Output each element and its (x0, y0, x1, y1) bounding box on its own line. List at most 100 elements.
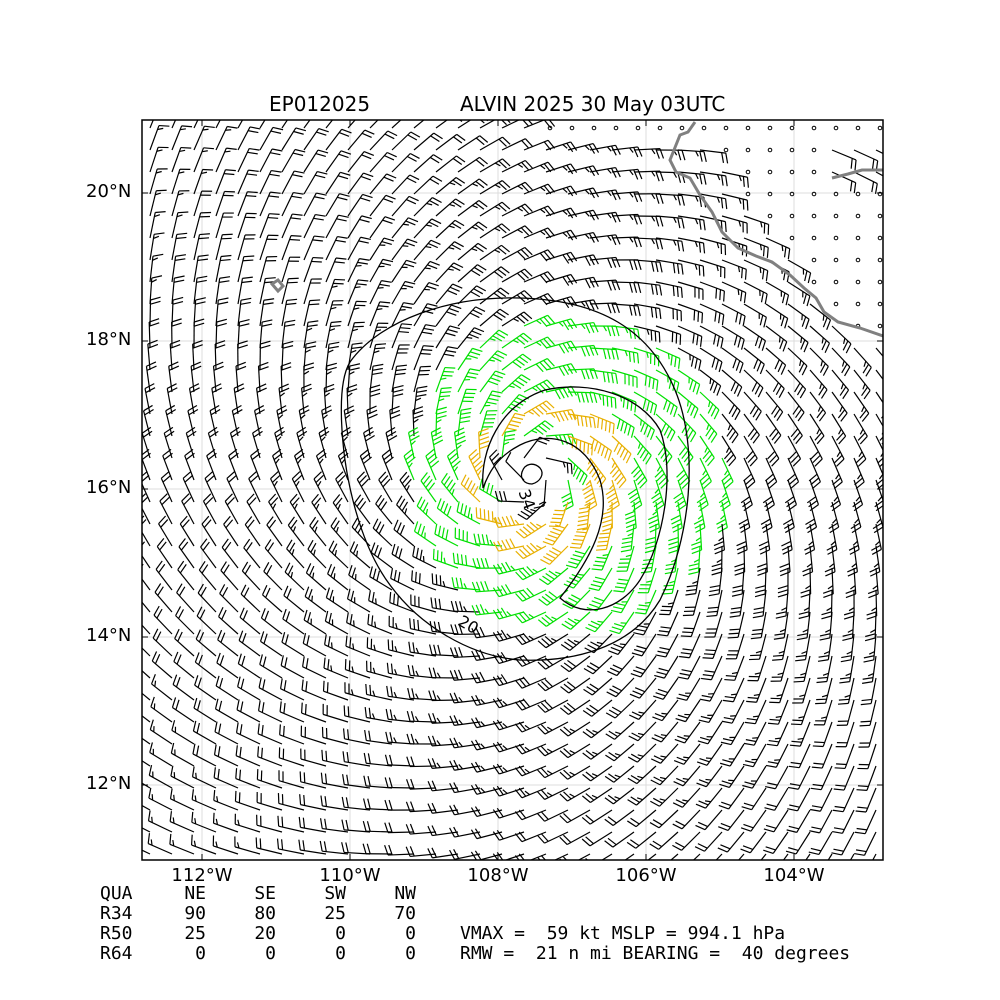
wind-barb (330, 517, 349, 547)
wind-barb (457, 388, 477, 415)
wind-barb (435, 155, 466, 173)
wind-barb (741, 787, 767, 811)
wind-barb (769, 677, 789, 704)
wind-barb (713, 523, 726, 555)
wind-barb (677, 281, 704, 300)
wind-barb (406, 710, 437, 723)
wind-barb (775, 589, 789, 619)
wind-barb (193, 147, 215, 173)
wind-barb (523, 271, 556, 284)
wind-barb (515, 542, 547, 560)
wind-barb (369, 384, 381, 415)
wind-barb (787, 787, 811, 812)
wind-barb (611, 259, 642, 271)
wind-barb (787, 259, 812, 284)
wind-barb (259, 169, 282, 195)
wind-barb (677, 171, 707, 185)
wind-barb (523, 314, 556, 328)
wind-barb (194, 652, 217, 679)
wind-barb (280, 362, 292, 393)
wind-barb (721, 347, 744, 374)
wind-barb (413, 218, 442, 239)
wind-barb (673, 765, 701, 787)
wind-barb (435, 219, 465, 239)
wind-barb (796, 611, 811, 641)
wind-barb (403, 448, 416, 481)
wind-barb (193, 275, 208, 305)
wind-barb (470, 806, 503, 818)
wind-barb (655, 237, 685, 252)
wind-barb (792, 677, 811, 704)
wind-barb (391, 384, 404, 415)
wind-barb (413, 132, 443, 151)
wind-barb (824, 545, 836, 577)
wind-barb (677, 325, 703, 347)
wind-barb (449, 849, 481, 860)
wind-barb (875, 149, 883, 155)
calm-marker (569, 125, 575, 131)
wind-barb (142, 827, 151, 833)
wind-barb (812, 721, 833, 748)
wind-barb (840, 633, 855, 663)
calm-marker (877, 323, 883, 329)
wind-barb (479, 370, 506, 393)
wind-barb (537, 787, 569, 800)
wind-barb (835, 721, 855, 748)
wind-barb (149, 275, 163, 305)
wind-barb (479, 136, 511, 151)
coastline (269, 121, 883, 338)
wind-barb (601, 501, 613, 532)
wind-barb (654, 655, 679, 679)
wind-barb (764, 787, 789, 811)
wind-barb (158, 515, 173, 547)
calm-marker (745, 169, 751, 175)
wind-barb (311, 493, 327, 525)
wind-barb (257, 746, 283, 767)
wind-barb (391, 217, 419, 239)
wind-barb (749, 633, 767, 661)
wind-barb (677, 413, 697, 443)
wind-barb (435, 283, 463, 305)
wind-barb (655, 193, 685, 206)
wind-barb (237, 297, 252, 327)
wind-barb (233, 383, 245, 415)
wind-barb (655, 303, 682, 322)
wind-barb (259, 631, 283, 657)
wind-barb (562, 589, 591, 610)
wind-barb (202, 493, 217, 525)
wind-barb (237, 191, 258, 217)
wind-barb (633, 435, 652, 465)
wind-barb (428, 644, 459, 657)
wind-barb (869, 545, 881, 577)
wind-barb (348, 564, 371, 591)
wind-barb (176, 583, 195, 613)
wind-barb (589, 144, 621, 156)
wind-barb (248, 471, 261, 503)
wind-barb (567, 299, 599, 311)
calm-marker (811, 147, 817, 153)
calm-marker (833, 279, 839, 285)
wind-barb (677, 237, 706, 254)
wind-barb (260, 608, 283, 635)
wind-barb (674, 721, 701, 744)
wind-barb (369, 130, 398, 151)
wind-barb (320, 795, 349, 811)
wind-barb (606, 677, 635, 698)
wind-barb (240, 584, 261, 613)
wind-barb (217, 629, 239, 657)
wind-barb (699, 677, 723, 702)
wind-barb (386, 662, 415, 679)
wind-barb (789, 721, 811, 747)
wind-barb (777, 567, 789, 598)
wind-barb (515, 611, 547, 624)
wind-barb (479, 180, 511, 195)
wind-barb (765, 765, 789, 790)
wind-barb (149, 189, 167, 217)
wind-barb (655, 369, 680, 393)
wind-barb (742, 765, 767, 789)
wind-barb (347, 321, 365, 349)
wind-barb (363, 775, 393, 789)
wind-barb (149, 742, 173, 767)
wind-barb (633, 325, 661, 343)
wind-barb (786, 457, 800, 490)
